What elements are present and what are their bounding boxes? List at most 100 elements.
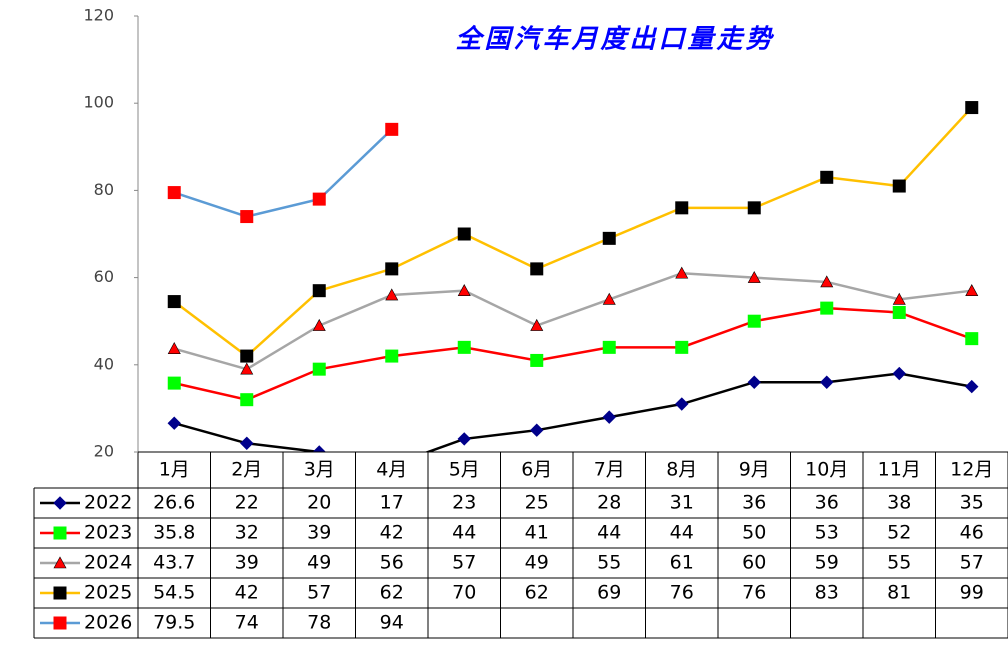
series-line — [173, 372, 972, 452]
legend-marker — [53, 556, 67, 569]
table-value: 42 — [380, 522, 404, 544]
table-value: 50 — [742, 522, 766, 544]
table-value: 42 — [235, 582, 259, 604]
table-value: 31 — [670, 492, 694, 514]
table-value: 17 — [380, 492, 404, 514]
marker — [602, 410, 616, 424]
y-tick-label: 100 — [83, 93, 114, 112]
marker — [240, 362, 254, 375]
legend-marker — [53, 586, 67, 600]
marker — [385, 288, 399, 301]
series-line — [173, 128, 393, 218]
table-value: 76 — [670, 582, 694, 604]
marker — [602, 292, 616, 305]
marker — [747, 270, 761, 283]
series-line — [173, 306, 973, 401]
legend-label: 2023 — [84, 522, 132, 544]
x-tick-label: 3月 — [304, 459, 335, 481]
legend-label: 2025 — [84, 582, 132, 604]
table-value: 36 — [815, 492, 839, 514]
marker — [167, 416, 181, 430]
marker — [675, 397, 689, 411]
table-value: 39 — [235, 552, 259, 574]
table-value: 26.6 — [153, 492, 195, 514]
x-tick-label: 5月 — [449, 459, 480, 481]
marker — [530, 262, 544, 276]
x-tick-label: 11月 — [878, 459, 921, 481]
table-value: 59 — [815, 552, 839, 574]
table-value: 35 — [960, 492, 984, 514]
y-tick-label: 120 — [83, 6, 114, 25]
marker — [457, 284, 471, 296]
table-value: 20 — [307, 492, 331, 514]
table-value: 28 — [597, 492, 621, 514]
table-value: 70 — [452, 582, 476, 604]
table-value: 35.8 — [153, 522, 195, 544]
marker — [457, 227, 471, 241]
marker — [965, 379, 979, 394]
marker — [167, 342, 181, 354]
table-value: 52 — [887, 522, 911, 544]
x-tick-label: 1月 — [159, 459, 190, 481]
table-value: 54.5 — [153, 582, 195, 604]
table-value: 62 — [380, 582, 404, 604]
marker — [965, 284, 979, 296]
legend-label: 2022 — [84, 492, 132, 514]
y-tick-label: 60 — [94, 267, 114, 286]
marker — [457, 340, 471, 354]
table-value: 83 — [815, 582, 839, 604]
x-tick-label: 10月 — [805, 459, 848, 481]
marker — [457, 432, 471, 446]
x-tick-label: 9月 — [739, 459, 770, 481]
marker — [892, 179, 906, 193]
y-tick-label: 20 — [94, 442, 114, 461]
table-value: 43.7 — [153, 552, 195, 574]
marker — [675, 201, 689, 215]
marker — [747, 201, 761, 215]
table-value: 44 — [452, 522, 476, 544]
marker — [240, 349, 254, 363]
table-value: 46 — [960, 522, 984, 544]
marker — [602, 340, 616, 354]
legend-marker — [53, 496, 67, 510]
legend-marker — [53, 526, 67, 540]
x-tick-label: 4月 — [376, 459, 407, 481]
marker — [530, 318, 544, 331]
chart-title: 全国汽车月度出口量走势 — [455, 25, 774, 55]
marker — [240, 393, 254, 407]
marker — [820, 375, 834, 389]
marker — [675, 266, 689, 279]
series-line — [173, 106, 973, 358]
table-value: 39 — [307, 522, 331, 544]
table-value: 55 — [887, 552, 911, 574]
legend-label: 2026 — [84, 612, 132, 634]
marker — [167, 376, 181, 390]
table-value: 76 — [742, 582, 766, 604]
table-value: 38 — [887, 492, 911, 514]
table-value: 81 — [887, 582, 911, 604]
table-value: 60 — [742, 552, 766, 574]
marker — [820, 170, 834, 184]
table-value: 36 — [742, 492, 766, 514]
marker — [892, 366, 906, 381]
table-value: 57 — [452, 552, 476, 574]
table-value: 22 — [235, 492, 259, 514]
table-value: 94 — [380, 612, 404, 634]
table-value: 49 — [525, 552, 549, 574]
marker — [312, 192, 326, 206]
legend-marker — [53, 616, 67, 630]
marker — [240, 210, 254, 224]
x-tick-label: 6月 — [521, 459, 552, 481]
table-value: 99 — [960, 582, 984, 604]
marker — [965, 101, 979, 115]
marker — [312, 362, 326, 376]
marker — [240, 436, 254, 450]
marker — [385, 262, 399, 276]
table-value: 69 — [597, 582, 621, 604]
marker — [312, 445, 326, 452]
marker — [312, 284, 326, 298]
marker — [385, 349, 399, 363]
table-value: 32 — [235, 522, 259, 544]
table-value: 57 — [307, 582, 331, 604]
marker — [675, 340, 689, 354]
